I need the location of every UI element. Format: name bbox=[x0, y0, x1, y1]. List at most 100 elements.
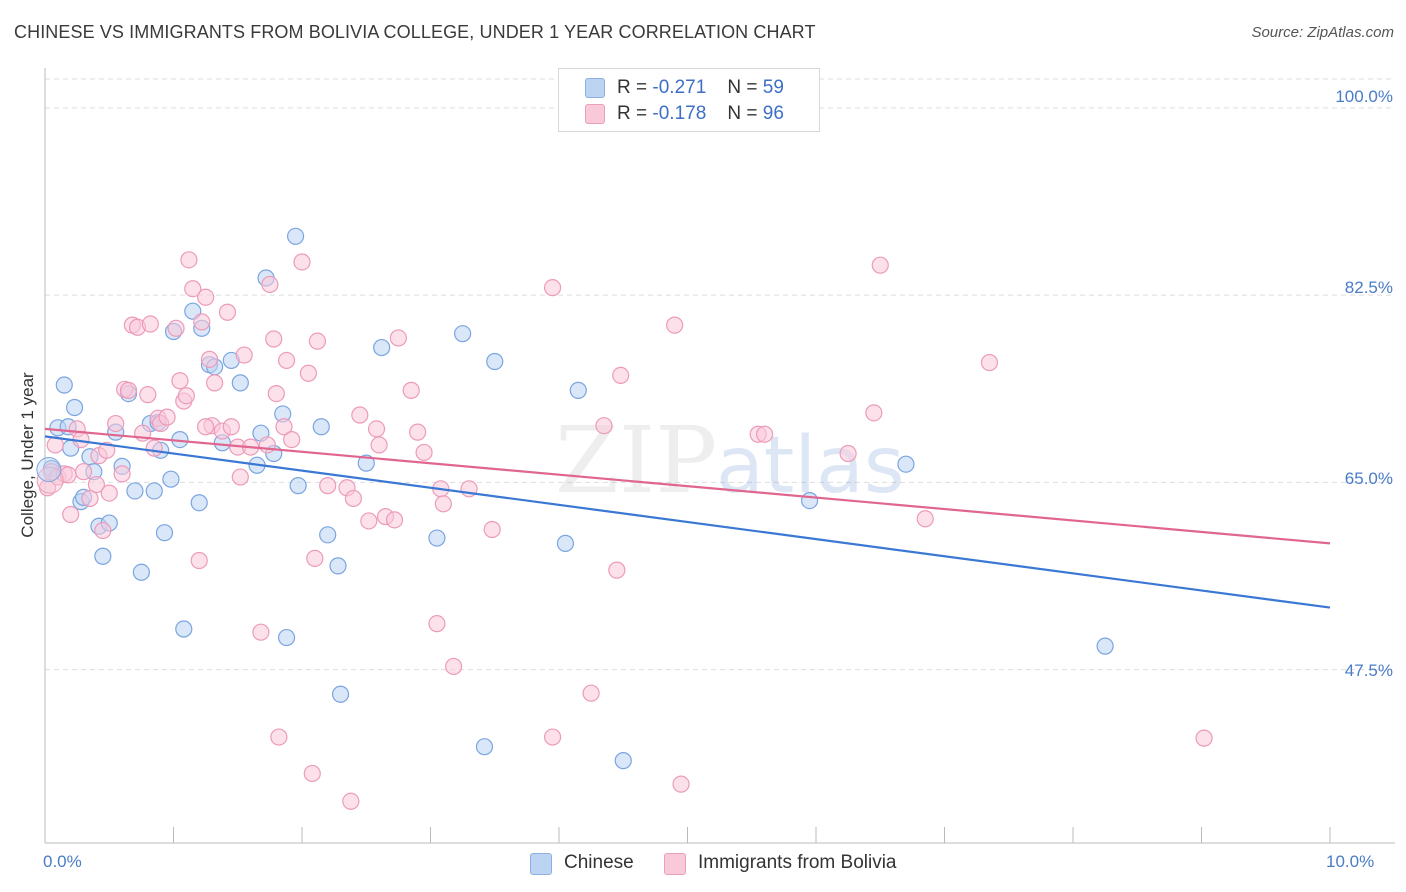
chinese-trend-line bbox=[44, 435, 1331, 609]
legend-r-label: R = bbox=[617, 103, 648, 124]
bolivia-point bbox=[389, 329, 407, 347]
bolivia-point-large bbox=[36, 466, 64, 494]
bolivia-point bbox=[94, 521, 112, 540]
chinese-point-large bbox=[36, 457, 62, 483]
chinese-point bbox=[454, 325, 472, 343]
bolivia-point bbox=[206, 374, 224, 392]
bolivia-point bbox=[231, 468, 249, 486]
chinese-point bbox=[569, 381, 587, 399]
chinese-point bbox=[357, 454, 375, 472]
bolivia-point bbox=[299, 364, 318, 382]
bolivia-point bbox=[303, 764, 321, 783]
bolivia-point bbox=[258, 436, 276, 454]
bolivia-point bbox=[839, 444, 857, 463]
legend-r-value-chinese: -0.271 bbox=[652, 77, 707, 98]
bolivia-point bbox=[370, 436, 388, 454]
bolivia-point bbox=[252, 623, 270, 641]
bolivia-point bbox=[360, 512, 378, 530]
bolivia-point bbox=[222, 418, 240, 436]
bolivia-point bbox=[582, 684, 600, 702]
bolivia-point bbox=[277, 351, 296, 370]
bolivia-point bbox=[193, 313, 211, 331]
bolivia-point bbox=[113, 465, 131, 483]
bolivia-point bbox=[265, 330, 283, 348]
legend-swatch-chinese bbox=[585, 78, 605, 98]
chinese-point bbox=[897, 455, 915, 473]
bolivia-point bbox=[916, 510, 934, 528]
legend-n-value-bolivia: 96 bbox=[762, 103, 784, 124]
bolivia-point bbox=[235, 346, 253, 364]
bolivia-point bbox=[283, 430, 301, 449]
bolivia-point bbox=[87, 475, 106, 494]
bolivia-point bbox=[158, 408, 176, 426]
bolivia-point bbox=[1195, 729, 1213, 747]
chart-title: CHINESE VS IMMIGRANTS FROM BOLIVIA COLLE… bbox=[14, 22, 816, 42]
chinese-point bbox=[175, 620, 193, 638]
bolivia-point bbox=[871, 256, 889, 274]
bolivia-point bbox=[342, 792, 360, 810]
bolivia-point bbox=[139, 386, 157, 404]
x-tick-label-min: 0.0% bbox=[43, 852, 82, 871]
chinese-point bbox=[55, 376, 73, 394]
legend-n-value-chinese: 59 bbox=[762, 77, 784, 98]
bolivia-point bbox=[672, 775, 690, 793]
bolivia-point bbox=[319, 477, 337, 495]
y-tick-label-47-5: 47.5% bbox=[1344, 661, 1393, 680]
chinese-point bbox=[312, 418, 330, 436]
correlation-legend: R = -0.271 N = 59 R = -0.178 N = 96 bbox=[558, 68, 820, 132]
chinese-point bbox=[1096, 637, 1114, 655]
x-tick-label-max: 10.0% bbox=[1326, 852, 1375, 871]
bolivia-point bbox=[74, 463, 93, 481]
bolivia-point bbox=[434, 495, 452, 513]
chinese-point bbox=[319, 526, 337, 544]
bolivia-point bbox=[428, 615, 446, 633]
chinese-point bbox=[155, 524, 174, 542]
bolivia-point bbox=[267, 384, 285, 403]
bolivia-point bbox=[306, 549, 324, 567]
y-tick-label-100: 100.0% bbox=[1335, 87, 1393, 106]
chinese-point bbox=[289, 477, 307, 495]
bolivia-point bbox=[100, 484, 118, 502]
bolivia-point bbox=[865, 404, 883, 422]
source-label: Source: ZipAtlas.com bbox=[1251, 24, 1394, 41]
bolivia-point bbox=[119, 381, 138, 399]
chinese-point bbox=[329, 557, 347, 575]
axes-layer bbox=[44, 68, 1395, 844]
y-axis-title: College, Under 1 year bbox=[18, 372, 37, 538]
bolivia-point bbox=[385, 511, 404, 529]
bolivia-point bbox=[197, 288, 215, 306]
bolivia-point bbox=[270, 728, 288, 746]
bolivia-point bbox=[167, 319, 185, 337]
bolivia-point bbox=[81, 489, 99, 508]
chinese-point bbox=[614, 752, 632, 770]
grid-layer bbox=[45, 78, 1395, 671]
bolivia-point bbox=[275, 418, 293, 436]
bolivia-point bbox=[543, 728, 562, 746]
y-tick-label-82-5: 82.5% bbox=[1344, 278, 1393, 297]
chinese-point bbox=[331, 685, 350, 703]
bolivia-trend-line bbox=[44, 427, 1331, 545]
bolivia-point bbox=[98, 441, 116, 459]
bolivia-point bbox=[177, 387, 195, 405]
chinese-point bbox=[556, 534, 575, 552]
bolivia-point bbox=[145, 439, 163, 457]
legend-swatch-bolivia bbox=[585, 104, 605, 124]
chinese-point bbox=[286, 227, 305, 245]
chinese-point bbox=[800, 491, 819, 510]
chinese-point bbox=[190, 494, 208, 512]
bottom-legend-label-chinese: Chinese bbox=[564, 852, 634, 873]
chinese-point bbox=[94, 547, 112, 565]
bolivia-point bbox=[415, 443, 433, 462]
bolivia-point bbox=[367, 420, 386, 438]
bottom-legend-swatch-chinese bbox=[530, 853, 552, 875]
bolivia-point bbox=[180, 251, 198, 269]
bolivia-point bbox=[308, 332, 327, 350]
chinese-point bbox=[486, 352, 504, 371]
bolivia-point bbox=[595, 417, 613, 435]
bolivia-point bbox=[666, 316, 684, 334]
bolivia-point bbox=[543, 279, 562, 297]
bolivia-point bbox=[200, 350, 219, 368]
bolivia-point bbox=[261, 275, 279, 294]
bolivia-point bbox=[190, 551, 208, 570]
bolivia-point bbox=[402, 381, 420, 399]
